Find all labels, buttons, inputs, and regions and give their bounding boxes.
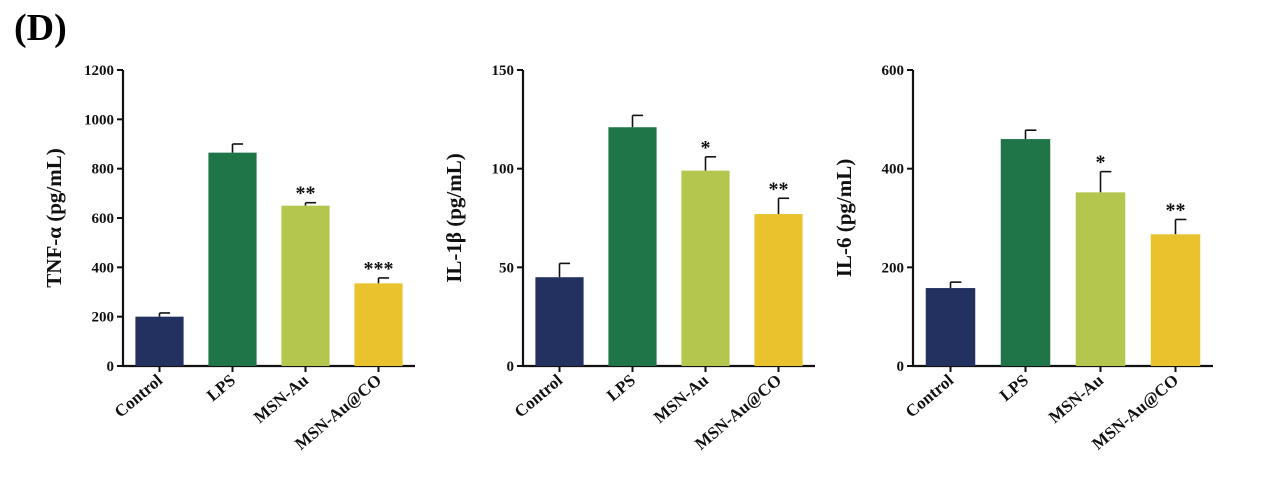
x-tick-label: MSN-Au <box>650 371 712 427</box>
significance-marker: ** <box>1166 199 1186 221</box>
bar-control <box>925 288 976 366</box>
y-axis-label: TNF-α (pg/mL) <box>42 148 66 287</box>
y-tick-label: 1200 <box>84 63 114 79</box>
panel-label: (D) <box>14 7 67 49</box>
y-tick-label: 0 <box>507 359 515 375</box>
bar-msn-au-co <box>754 214 803 366</box>
x-tick-label: LPS <box>203 371 239 406</box>
significance-marker: ** <box>296 183 316 205</box>
bar-msn-au <box>1075 192 1126 366</box>
bar-msn-au-co <box>1150 234 1201 366</box>
y-tick-label: 100 <box>492 162 515 178</box>
y-tick-label: 400 <box>882 162 905 178</box>
significance-marker: * <box>701 137 711 159</box>
y-tick-label: 800 <box>92 162 115 178</box>
bar-control <box>135 316 184 366</box>
y-tick-label: 1000 <box>84 112 114 128</box>
x-tick-label: Control <box>511 370 567 421</box>
significance-marker: *** <box>364 258 394 280</box>
x-tick-label: Control <box>111 370 167 421</box>
significance-marker: ** <box>769 178 789 200</box>
y-tick-label: 0 <box>897 359 905 375</box>
bar-lps <box>608 127 657 366</box>
y-tick-label: 150 <box>492 63 515 79</box>
bar-lps <box>1000 139 1051 366</box>
y-axis-label: IL-1β (pg/mL) <box>442 153 466 283</box>
bar-msn-au-co <box>354 283 403 366</box>
y-tick-label: 200 <box>882 260 905 276</box>
bar-control <box>535 277 584 366</box>
bar-msn-au <box>281 205 330 366</box>
y-tick-label: 50 <box>499 260 514 276</box>
y-tick-label: 600 <box>882 63 905 79</box>
bar-msn-au <box>681 170 730 366</box>
bar-lps <box>208 152 257 366</box>
chart-2: 0 50 100 150 IL-1β (pg/mL) Control LPS * MSN-Au *… <box>442 63 815 454</box>
x-tick-label: LPS <box>603 371 639 406</box>
y-tick-label: 0 <box>107 359 115 375</box>
x-tick-label: MSN-Au <box>1045 371 1107 427</box>
x-tick-label: MSN-Au <box>250 371 312 427</box>
chart-3: 0 200 400 600 IL-6 (pg/mL) Control LPS * MSN-Au *… <box>832 63 1213 454</box>
y-axis-label: IL-6 (pg/mL) <box>832 159 856 277</box>
y-tick-label: 600 <box>92 211 115 227</box>
x-tick-label: LPS <box>996 371 1032 406</box>
y-tick-label: 200 <box>92 310 115 326</box>
significance-marker: * <box>1096 152 1106 174</box>
x-tick-label: Control <box>902 370 958 421</box>
y-tick-label: 400 <box>92 260 115 276</box>
chart-1: 0 200 400 600 800 1000 1200 TNF-α (pg/mL) Contro… <box>42 63 415 454</box>
